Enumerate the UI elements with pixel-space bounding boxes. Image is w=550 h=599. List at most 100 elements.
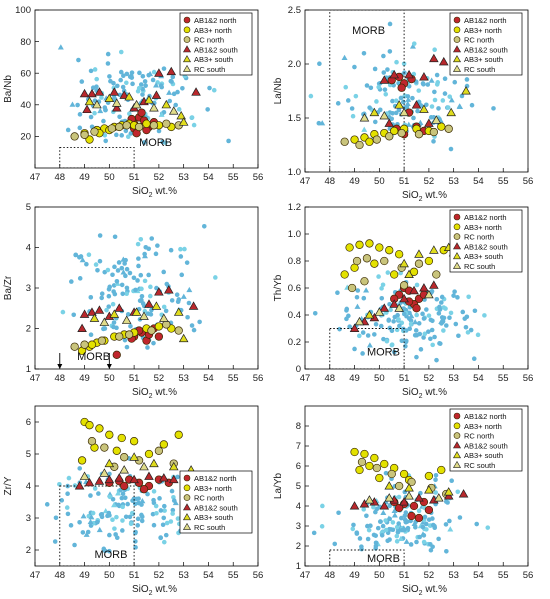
data-point <box>357 457 367 467</box>
data-point <box>437 465 446 475</box>
data-point <box>372 135 382 144</box>
background-point <box>415 108 420 114</box>
background-point <box>117 92 123 98</box>
background-point <box>432 97 438 103</box>
background-point <box>448 146 454 152</box>
background-point <box>170 507 176 513</box>
background-point <box>432 47 437 53</box>
data-point <box>365 461 374 471</box>
background-point <box>373 509 378 515</box>
background-point <box>139 294 145 299</box>
background-point <box>106 293 112 299</box>
data-point <box>359 113 370 122</box>
background-point <box>136 496 141 501</box>
background-point <box>145 491 150 497</box>
data-point <box>159 473 169 482</box>
background-point <box>197 319 202 325</box>
data-point <box>85 421 94 430</box>
legend-label: AB1&2 south <box>464 242 508 251</box>
background-point <box>123 257 128 263</box>
data-point <box>84 96 95 106</box>
series-ab3-north <box>77 417 183 465</box>
data-point <box>89 313 100 322</box>
data-point <box>129 452 139 461</box>
data-point <box>99 317 110 326</box>
y-tick-label: 2.0 <box>288 59 301 70</box>
data-point <box>111 103 122 112</box>
background-point <box>131 496 137 502</box>
background-point <box>387 503 392 509</box>
background-point <box>158 111 165 117</box>
background-point <box>414 312 419 318</box>
data-point <box>161 99 172 109</box>
data-point <box>120 481 129 491</box>
x-tick-label: 47 <box>30 172 41 183</box>
background-point <box>434 82 440 87</box>
background-point <box>405 121 412 127</box>
data-point <box>372 463 382 473</box>
background-point <box>445 105 451 110</box>
data-point <box>349 501 360 510</box>
background-point <box>151 522 157 528</box>
data-point <box>340 137 349 146</box>
background-point <box>119 495 125 501</box>
background-point <box>337 326 342 332</box>
data-point <box>166 66 177 76</box>
data-point <box>352 256 362 266</box>
background-point <box>347 324 352 329</box>
data-point <box>119 90 130 99</box>
x-tick-label: 55 <box>228 373 239 384</box>
background-point <box>396 107 402 113</box>
x-tick-label: 49 <box>349 176 360 187</box>
background-point <box>99 95 104 100</box>
data-point <box>355 465 364 475</box>
data-point <box>389 299 400 308</box>
legend-label: AB3+ north <box>194 484 232 493</box>
background-point <box>85 529 91 535</box>
legend-label: AB3+ south <box>194 55 233 64</box>
data-point <box>104 474 115 484</box>
data-point <box>142 119 151 128</box>
background-point <box>137 70 142 76</box>
background-point <box>185 314 190 320</box>
legend-label: RC north <box>194 36 224 45</box>
background-point <box>88 514 95 520</box>
background-point <box>432 334 437 340</box>
background-point <box>116 502 121 508</box>
data-point <box>409 501 419 511</box>
data-point <box>129 474 139 484</box>
x-tick-label: 53 <box>178 373 189 384</box>
background-point <box>449 478 454 483</box>
background-point <box>133 287 138 293</box>
background-point <box>396 317 401 322</box>
y-tick-label: 0 <box>296 364 301 375</box>
background-point <box>377 107 383 113</box>
data-point <box>168 106 179 115</box>
background-point <box>380 523 386 529</box>
background-point <box>154 510 159 516</box>
data-point <box>399 107 409 117</box>
series-ab3-south <box>89 301 189 343</box>
data-point <box>399 497 409 506</box>
background-point <box>475 332 481 338</box>
data-point <box>168 474 179 484</box>
x-tick-label: 54 <box>473 176 484 187</box>
background-point <box>139 518 145 524</box>
background-point <box>416 508 422 514</box>
background-point <box>120 491 126 497</box>
background-point <box>320 503 325 509</box>
background-point <box>99 295 105 301</box>
data-point <box>419 72 429 81</box>
background-point <box>135 241 141 247</box>
y-axis-label: Zr/Y <box>3 476 14 495</box>
background-point <box>363 287 370 293</box>
data-point <box>114 473 125 482</box>
series-ab1-2-south <box>349 280 439 332</box>
background-point <box>355 288 361 293</box>
background-point <box>393 98 399 104</box>
background-point <box>92 110 97 116</box>
x-tick-label: 55 <box>228 172 239 183</box>
background-point <box>368 85 374 91</box>
background-point <box>111 289 116 294</box>
data-point <box>399 469 409 479</box>
